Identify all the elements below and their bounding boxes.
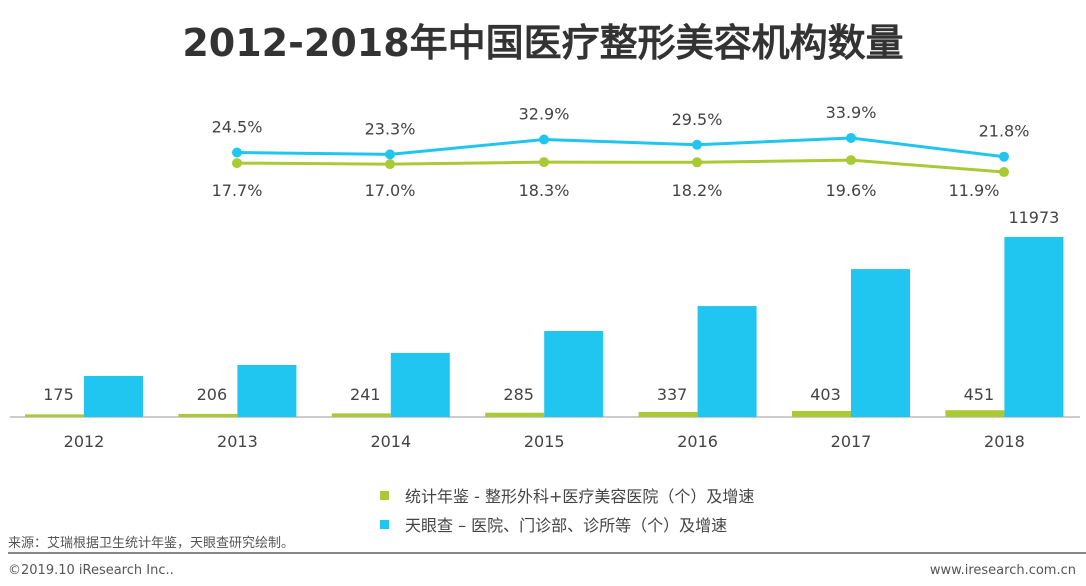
copyright: ©2019.10 iResearch Inc..	[8, 563, 174, 578]
line-point	[692, 139, 702, 150]
bar-green	[638, 411, 698, 417]
chart-title: 2012-2018年中国医疗整形美容机构数量	[182, 21, 904, 65]
bar-green	[25, 414, 84, 417]
legend-item-blue: 天眼查 – 医院、门诊部、诊所等（个）及增速	[380, 512, 727, 536]
bar-blue	[390, 352, 450, 417]
bar-blue	[237, 364, 297, 417]
x-tick-label: 2012	[64, 432, 105, 451]
bar-label-green: 451	[964, 385, 995, 404]
legend-swatch	[380, 490, 389, 500]
bar-blue	[84, 375, 143, 417]
line-label: 18.3%	[519, 181, 570, 200]
chart: 175 2012 206 2013 241 2014 285 2015 337 2016 403 20…	[10, 103, 1080, 451]
bar-green	[331, 413, 391, 417]
line-point	[385, 149, 395, 160]
line-label: 24.5%	[212, 118, 263, 137]
divider	[8, 552, 1086, 554]
line-point	[999, 151, 1009, 162]
line-label: 17.0%	[365, 181, 416, 200]
bar-blue	[544, 331, 604, 417]
x-tick-label: 2014	[370, 432, 411, 451]
line-label: 18.2%	[672, 181, 723, 200]
bar-label-green: 337	[657, 385, 688, 404]
line-point	[232, 147, 242, 158]
x-tick-label: 2017	[831, 432, 872, 451]
bar-green	[945, 410, 1005, 417]
line-point	[385, 159, 395, 170]
line-label: 11.9%	[949, 181, 1000, 200]
bar-label-blue: 11973	[1008, 208, 1059, 227]
bar-green	[178, 413, 238, 417]
line-point	[232, 158, 242, 169]
line-label: 33.9%	[826, 103, 877, 122]
line-point	[846, 155, 856, 166]
x-tick-label: 2016	[677, 432, 718, 451]
bar-blue	[851, 269, 910, 417]
bar-green	[792, 410, 851, 417]
line-point	[999, 167, 1009, 178]
x-tick-label: 2015	[524, 432, 565, 451]
legend-label: 统计年鉴 - 整形外科+医疗美容医院（个）及增速	[405, 487, 755, 506]
x-tick-label: 2013	[217, 432, 258, 451]
legend-swatch	[380, 519, 389, 529]
line-point	[539, 134, 549, 145]
line-label: 32.9%	[519, 105, 570, 124]
line-label: 17.7%	[212, 181, 263, 200]
line-label: 21.8%	[979, 122, 1030, 141]
legend-item-green: 统计年鉴 - 整形外科+医疗美容医院（个）及增速	[380, 483, 754, 507]
line-point	[692, 157, 702, 168]
line-label: 23.3%	[365, 119, 416, 138]
line-green	[236, 158, 1005, 174]
line-label: 29.5%	[672, 110, 723, 129]
legend-label: 天眼查 – 医院、门诊部、诊所等（个）及增速	[405, 516, 728, 535]
bar-green	[485, 412, 545, 417]
line-point	[846, 132, 856, 143]
bar-label-green: 403	[810, 385, 841, 404]
line-point	[539, 157, 549, 168]
x-tick-label: 2018	[984, 432, 1025, 451]
bar-label-green: 285	[503, 385, 534, 404]
bar-label-green: 175	[43, 385, 74, 404]
bar-blue	[697, 306, 757, 417]
line-blue	[236, 136, 1005, 159]
bar-label-green: 206	[197, 385, 228, 404]
line-label: 19.6%	[826, 181, 877, 200]
source-note: 来源：艾瑞根据卫生统计年鉴，天眼查研究绘制。	[8, 536, 295, 551]
bar-label-green: 241	[350, 385, 381, 404]
website: www.iresearch.com.cn	[929, 563, 1076, 578]
bar-blue	[1004, 237, 1064, 417]
